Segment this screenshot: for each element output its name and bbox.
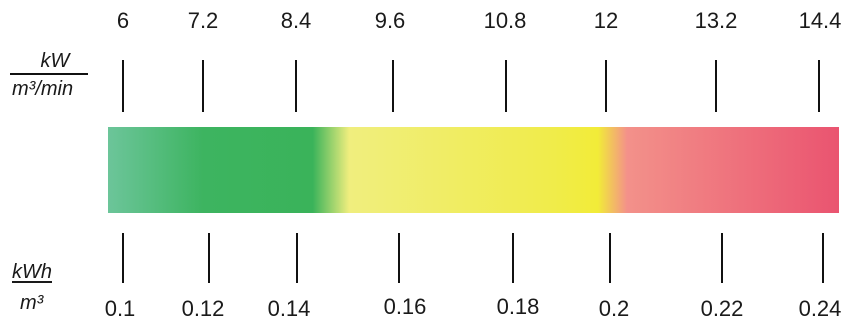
bottom-unit-numerator: kWh — [12, 261, 52, 283]
top-unit-denominator: m³/min — [12, 78, 74, 100]
top-tick-label: 14.4 — [798, 8, 842, 33]
top-tick-label: 6 — [116, 8, 130, 33]
top-tick-label: 8.4 — [280, 8, 312, 33]
efficiency-gradient-bar — [108, 127, 839, 213]
bottom-tick-mark — [721, 233, 723, 283]
bottom-tick-label: 0.22 — [700, 296, 744, 321]
top-tick-label: 10.8 — [483, 8, 527, 33]
top-tick-mark — [122, 60, 124, 112]
top-tick-mark — [605, 60, 607, 112]
bottom-tick-label: 0.2 — [598, 296, 630, 321]
top-tick-label: 7.2 — [187, 8, 219, 33]
bottom-tick-mark — [822, 233, 824, 283]
top-unit-fraction-bar — [10, 73, 88, 75]
bottom-tick-mark — [398, 233, 400, 283]
top-tick-mark — [505, 60, 507, 112]
bottom-tick-mark — [208, 233, 210, 283]
bottom-tick-label: 0.18 — [496, 294, 540, 319]
top-unit-numerator: kW — [40, 50, 70, 72]
top-tick-label: 9.6 — [374, 8, 406, 33]
top-tick-mark — [818, 60, 820, 112]
bottom-tick-label: 0.16 — [383, 294, 427, 319]
top-tick-label: 12 — [593, 8, 619, 33]
bottom-tick-mark — [122, 233, 124, 283]
bottom-tick-label: 0.14 — [267, 296, 311, 321]
top-tick-mark — [295, 60, 297, 112]
bottom-tick-mark — [609, 233, 611, 283]
top-tick-label: 13.2 — [694, 8, 738, 33]
top-tick-mark — [392, 60, 394, 112]
top-tick-mark — [202, 60, 204, 112]
top-tick-mark — [715, 60, 717, 112]
bottom-tick-label: 0.1 — [104, 296, 136, 321]
bottom-tick-label: 0.12 — [181, 296, 225, 321]
bottom-tick-label: 0.24 — [798, 296, 842, 321]
bottom-unit-denominator: m³ — [20, 292, 44, 314]
bottom-tick-mark — [296, 233, 298, 283]
bottom-tick-mark — [512, 233, 514, 283]
